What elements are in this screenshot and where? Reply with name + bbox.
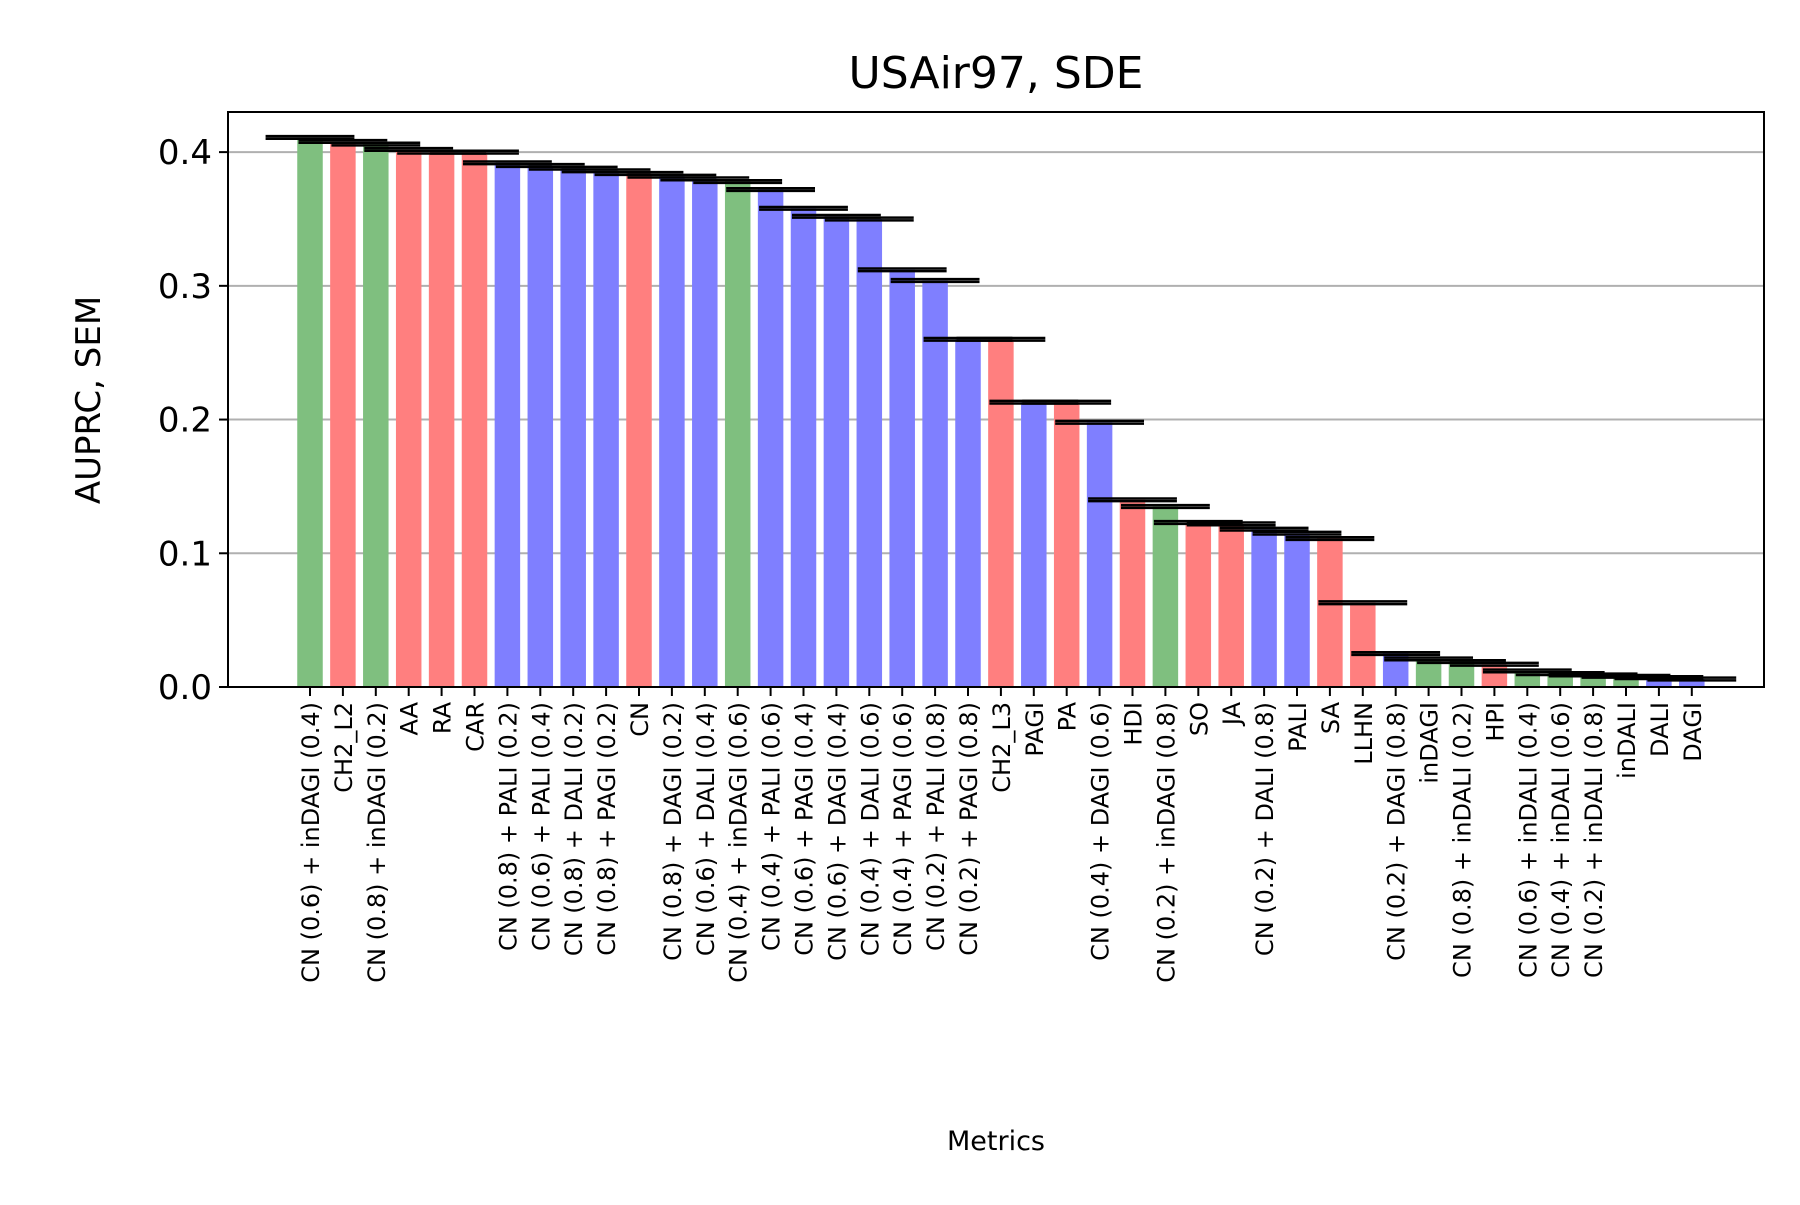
x-tick-label: CN (0.4) + PAGI (0.6) <box>889 702 917 956</box>
x-tick-label: CN (0.6) + PALI (0.4) <box>527 702 555 951</box>
bar <box>1613 676 1639 687</box>
bar <box>1218 523 1244 687</box>
x-tick-label: LLHN <box>1350 702 1378 765</box>
x-tick-label: PAGI <box>1021 702 1049 757</box>
x-tick-label: JA <box>1218 701 1246 727</box>
x-axis: CN (0.6) + inDAGI (0.4) CH2_L2 CN (0.8) + … <box>297 687 1707 983</box>
bar <box>757 189 784 687</box>
bar <box>724 181 751 687</box>
x-tick-label: HDI <box>1120 702 1148 746</box>
bar <box>692 178 718 687</box>
x-tick-label: CN (0.2) + inDAGI (0.8) <box>1152 702 1180 983</box>
bar <box>1185 522 1212 687</box>
bar <box>659 176 685 688</box>
x-tick-label: CN (0.4) + inDALI (0.6) <box>1547 702 1575 978</box>
bar <box>428 152 455 687</box>
bar <box>626 173 652 688</box>
x-tick-label: CN (0.6) + PAGI (0.4) <box>791 702 819 956</box>
bar <box>330 141 356 688</box>
plot-frame <box>227 111 1765 688</box>
bar <box>1481 664 1508 687</box>
bar <box>1053 402 1080 687</box>
bar <box>593 170 619 687</box>
bar <box>494 162 521 687</box>
x-tick-label: CN (0.2) + DAGI (0.8) <box>1383 702 1411 961</box>
x-tick-label: CN (0.4) + inDAGI (0.6) <box>725 702 753 983</box>
x-tick-label: CN (0.4) + PALI (0.6) <box>758 702 786 951</box>
x-tick-label: CN (0.8) + PAGI (0.2) <box>593 702 621 956</box>
bar <box>988 339 1014 687</box>
bar <box>1317 538 1343 687</box>
y-axis: 0.0 0.1 0.2 0.3 0.4 <box>158 133 228 708</box>
y-tick-label: 0.3 <box>158 267 212 307</box>
x-tick-label: inDALI <box>1613 702 1641 779</box>
x-tick-label: CN (0.4) + DALI (0.6) <box>856 702 884 956</box>
x-tick-label: DALI <box>1646 702 1674 757</box>
y-axis-label: AUPRC, SEM <box>69 296 109 504</box>
x-tick-label: PALI <box>1284 702 1312 752</box>
bar <box>856 218 883 687</box>
bar <box>1679 678 1705 687</box>
bar <box>790 208 817 688</box>
bar <box>297 137 323 687</box>
bar <box>461 152 488 687</box>
x-tick-label: SA <box>1317 701 1345 734</box>
x-tick-label: CN (0.8) + inDAGI (0.2) <box>363 702 391 983</box>
x-tick-label: CN <box>626 702 654 737</box>
x-tick-label: AA <box>396 701 424 735</box>
bar <box>955 339 981 687</box>
x-tick-label: CN (0.2) + DALI (0.8) <box>1251 702 1279 956</box>
bar <box>922 280 948 687</box>
error-bars <box>265 134 1737 682</box>
chart-title: USAir97, SDE <box>849 48 1144 99</box>
x-tick-label: CN (0.2) + inDALI (0.8) <box>1580 702 1608 978</box>
x-tick-label: DAGI <box>1679 702 1707 762</box>
x-tick-label: CH2_L3 <box>988 702 1016 793</box>
y-tick-label: 0.0 <box>158 668 212 708</box>
bar <box>1251 529 1277 687</box>
bar <box>363 144 389 687</box>
x-tick-label: inDAGI <box>1416 702 1444 784</box>
x-tick-label: PA <box>1054 701 1082 731</box>
y-tick-label: 0.1 <box>158 534 212 574</box>
x-tick-label: CH2_L2 <box>330 702 358 793</box>
x-tick-label: CN (0.6) + inDALI (0.4) <box>1514 702 1542 978</box>
x-tick-label: CN (0.8) + inDALI (0.2) <box>1449 702 1477 978</box>
bar <box>1646 677 1672 687</box>
x-axis-label: Metrics <box>947 1126 1045 1157</box>
bar <box>1284 533 1310 687</box>
x-tick-label: CN (0.8) + PALI (0.2) <box>494 702 522 951</box>
x-tick-label: CN (0.2) + PALI (0.8) <box>922 702 950 951</box>
x-tick-label: CN (0.6) + DALI (0.4) <box>692 702 720 956</box>
bar <box>889 269 915 687</box>
bar <box>527 165 554 687</box>
x-tick-label: CN (0.6) + inDAGI (0.4) <box>297 702 325 983</box>
bar <box>1350 602 1376 687</box>
bar <box>1086 422 1113 687</box>
x-tick-label: CN (0.6) + DAGI (0.4) <box>823 702 851 961</box>
x-tick-label: CN (0.2) + PAGI (0.8) <box>955 702 983 956</box>
x-tick-label: RA <box>429 701 457 734</box>
bar <box>395 149 422 687</box>
x-tick-label: CN (0.4) + DAGI (0.6) <box>1087 702 1115 961</box>
bars <box>297 137 1705 688</box>
x-tick-label: SO <box>1185 702 1213 736</box>
bar <box>823 216 850 688</box>
y-tick-label: 0.4 <box>158 133 212 173</box>
bar <box>1119 499 1146 687</box>
x-tick-label: HPI <box>1481 702 1509 742</box>
bar <box>1021 402 1047 687</box>
x-tick-label: CAR <box>462 702 490 752</box>
y-tick-label: 0.2 <box>158 401 212 441</box>
bar <box>1152 506 1179 687</box>
bar <box>560 168 586 688</box>
x-tick-label: CN (0.8) + DAGI (0.2) <box>659 702 687 961</box>
x-tick-label: CN (0.8) + DALI (0.2) <box>560 702 588 956</box>
